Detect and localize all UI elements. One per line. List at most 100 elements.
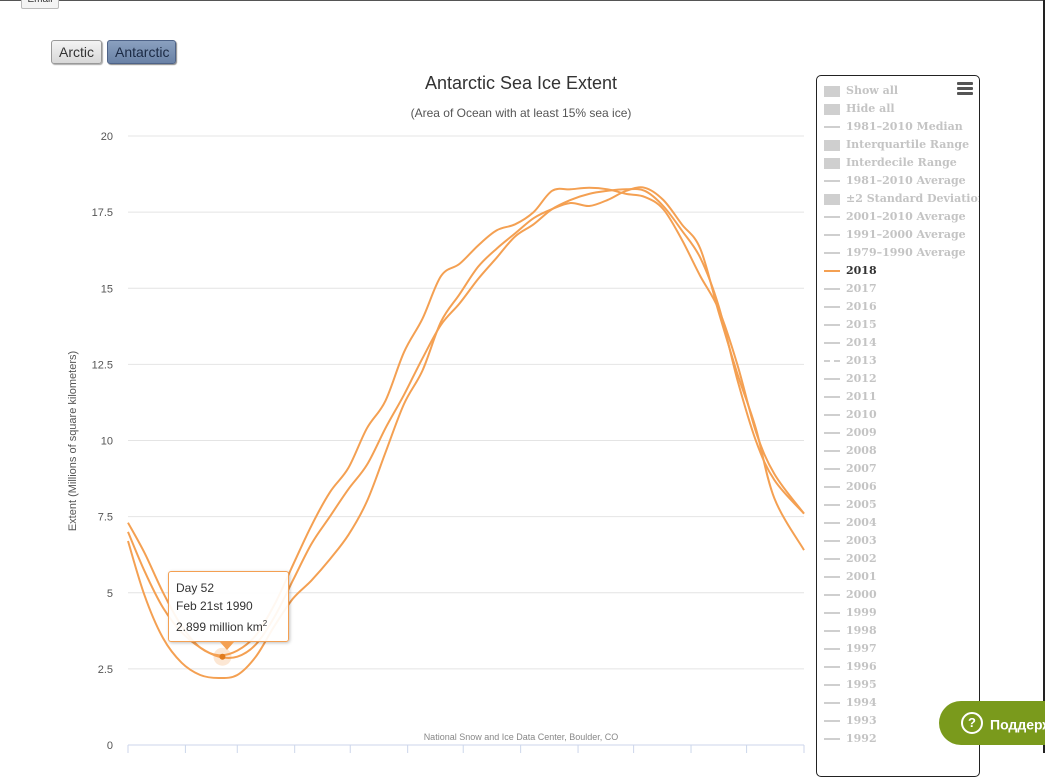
legend-item-label: Hide all [846, 102, 895, 115]
legend-item[interactable]: 2013 [824, 352, 974, 370]
legend-swatch-icon [824, 702, 840, 704]
series-line-0[interactable] [127, 188, 805, 660]
legend-item[interactable]: 2006 [824, 478, 974, 496]
legend-item[interactable]: 1995 [824, 676, 974, 694]
legend-item-label: 2013 [846, 354, 877, 367]
legend-swatch-icon [824, 378, 840, 380]
legend-item[interactable]: 2001–2010 Average [824, 208, 974, 226]
legend-item[interactable]: 1994 [824, 694, 974, 712]
legend-swatch-icon [824, 648, 840, 650]
legend-item[interactable]: 1993 [824, 712, 974, 730]
legend-swatch-icon [824, 288, 840, 290]
y-tick-label: 15 [101, 283, 113, 295]
series-line-2[interactable] [127, 186, 805, 680]
legend-swatch-icon [824, 450, 840, 452]
legend-swatch-icon [824, 103, 840, 115]
legend-item[interactable]: 1981–2010 Average [824, 172, 974, 190]
legend-swatch-icon [824, 324, 840, 326]
y-tick-label: 20 [101, 131, 113, 143]
legend-item[interactable]: 1981–2010 Median [824, 118, 974, 136]
legend-item-label: 2001–2010 Average [846, 210, 966, 223]
legend-item-label: Show all [846, 84, 899, 97]
legend-item[interactable]: 2004 [824, 514, 974, 532]
support-button[interactable]: ? Поддержка [939, 701, 1045, 745]
hamburger-menu-icon[interactable] [957, 82, 973, 96]
legend-item[interactable]: ±2 Standard Deviations [824, 190, 979, 208]
legend-swatch-icon [824, 360, 840, 362]
legend-item-label: 1993 [846, 714, 877, 727]
y-tick-label: 0 [107, 740, 113, 752]
legend-swatch-icon [824, 558, 840, 560]
legend-item-label: 2010 [846, 408, 877, 421]
legend-item[interactable]: 2009 [824, 424, 974, 442]
legend-swatch-icon [824, 468, 840, 470]
legend-item-label: 2012 [846, 372, 877, 385]
tooltip-day: Day 52 [176, 581, 215, 595]
legend-item[interactable]: 2007 [824, 460, 974, 478]
legend-item[interactable]: Hide all [824, 100, 974, 118]
legend-item-label: 2018 [846, 264, 877, 277]
legend-item[interactable]: 1991–2000 Average [824, 226, 974, 244]
legend-swatch-icon [824, 234, 840, 236]
legend-swatch-icon [824, 594, 840, 596]
legend-item[interactable]: Interquartile Range [824, 136, 974, 154]
antarctic-button[interactable]: Antarctic [107, 40, 176, 64]
legend-item[interactable]: 2001 [824, 568, 974, 586]
legend-item-label: 2005 [846, 498, 877, 511]
legend-item[interactable]: 2017 [824, 280, 974, 298]
legend-swatch-icon [824, 396, 840, 398]
chart-title: Antarctic Sea Ice Extent [425, 73, 617, 93]
legend-swatch-icon [824, 630, 840, 632]
legend-item-label: 1999 [846, 606, 877, 619]
tooltip-value: 2.899 million km2 [176, 615, 288, 636]
legend-item-label: 2004 [846, 516, 877, 529]
legend-item[interactable]: 1992 [824, 730, 974, 748]
sea-ice-chart: Antarctic Sea Ice Extent (Area of Ocean … [67, 73, 805, 753]
legend-item[interactable]: Show all [824, 82, 974, 100]
series-line-1[interactable] [127, 186, 805, 657]
legend-item-label: 2001 [846, 570, 877, 583]
legend-swatch-icon [824, 522, 840, 524]
legend-item[interactable]: 1998 [824, 622, 974, 640]
legend-item[interactable]: 2016 [824, 298, 974, 316]
legend-swatch-icon [824, 684, 840, 686]
email-button[interactable]: Email [21, 0, 59, 9]
legend-item[interactable]: 1979–1990 Average [824, 244, 974, 262]
arctic-button[interactable]: Arctic [51, 40, 102, 64]
legend-item[interactable]: Interdecile Range [824, 154, 974, 172]
series-layer [127, 186, 805, 680]
legend-item-label: 2015 [846, 318, 877, 331]
legend-swatch-icon [824, 504, 840, 506]
legend-swatch-icon [824, 486, 840, 488]
legend-swatch-icon [824, 157, 840, 169]
legend-swatch-icon [824, 306, 840, 308]
legend-item[interactable]: 2011 [824, 388, 974, 406]
question-icon: ? [961, 712, 983, 735]
legend-item[interactable]: 2012 [824, 370, 974, 388]
legend-item-label: ±2 Standard Deviations [846, 192, 980, 205]
legend-item-label: 2014 [846, 336, 877, 349]
legend-item[interactable]: 2003 [824, 532, 974, 550]
legend-item[interactable]: 2015 [824, 316, 974, 334]
legend-item[interactable]: 2005 [824, 496, 974, 514]
legend-swatch-icon [824, 666, 840, 668]
legend-item[interactable]: 1996 [824, 658, 974, 676]
legend-item[interactable]: 2008 [824, 442, 974, 460]
legend-item-label: 1991–2000 Average [846, 228, 966, 241]
legend-item[interactable]: 1999 [824, 604, 974, 622]
legend-swatch-icon [824, 139, 840, 151]
legend-item[interactable]: 2002 [824, 550, 974, 568]
legend-item[interactable]: 1997 [824, 640, 974, 658]
chart-credit: National Snow and Ice Data Center, Bould… [424, 732, 619, 742]
y-tick-labels: 0 2.5 5 7.5 10 12.5 15 17.5 20 [92, 131, 113, 752]
y-axis-label: Extent (Millions of square kilometers) [67, 351, 79, 531]
legend-swatch-icon [824, 252, 840, 254]
legend-swatch-icon [824, 342, 840, 344]
legend-panel: Show all Hide all 1981–2010 Median Interqua… [816, 75, 980, 777]
y-tick-label: 12.5 [92, 359, 113, 371]
legend-item[interactable]: 2010 [824, 406, 974, 424]
legend-item[interactable]: 2018 [824, 262, 974, 280]
window-right-edge [1043, 0, 1045, 753]
legend-item[interactable]: 2000 [824, 586, 974, 604]
legend-item[interactable]: 2014 [824, 334, 974, 352]
